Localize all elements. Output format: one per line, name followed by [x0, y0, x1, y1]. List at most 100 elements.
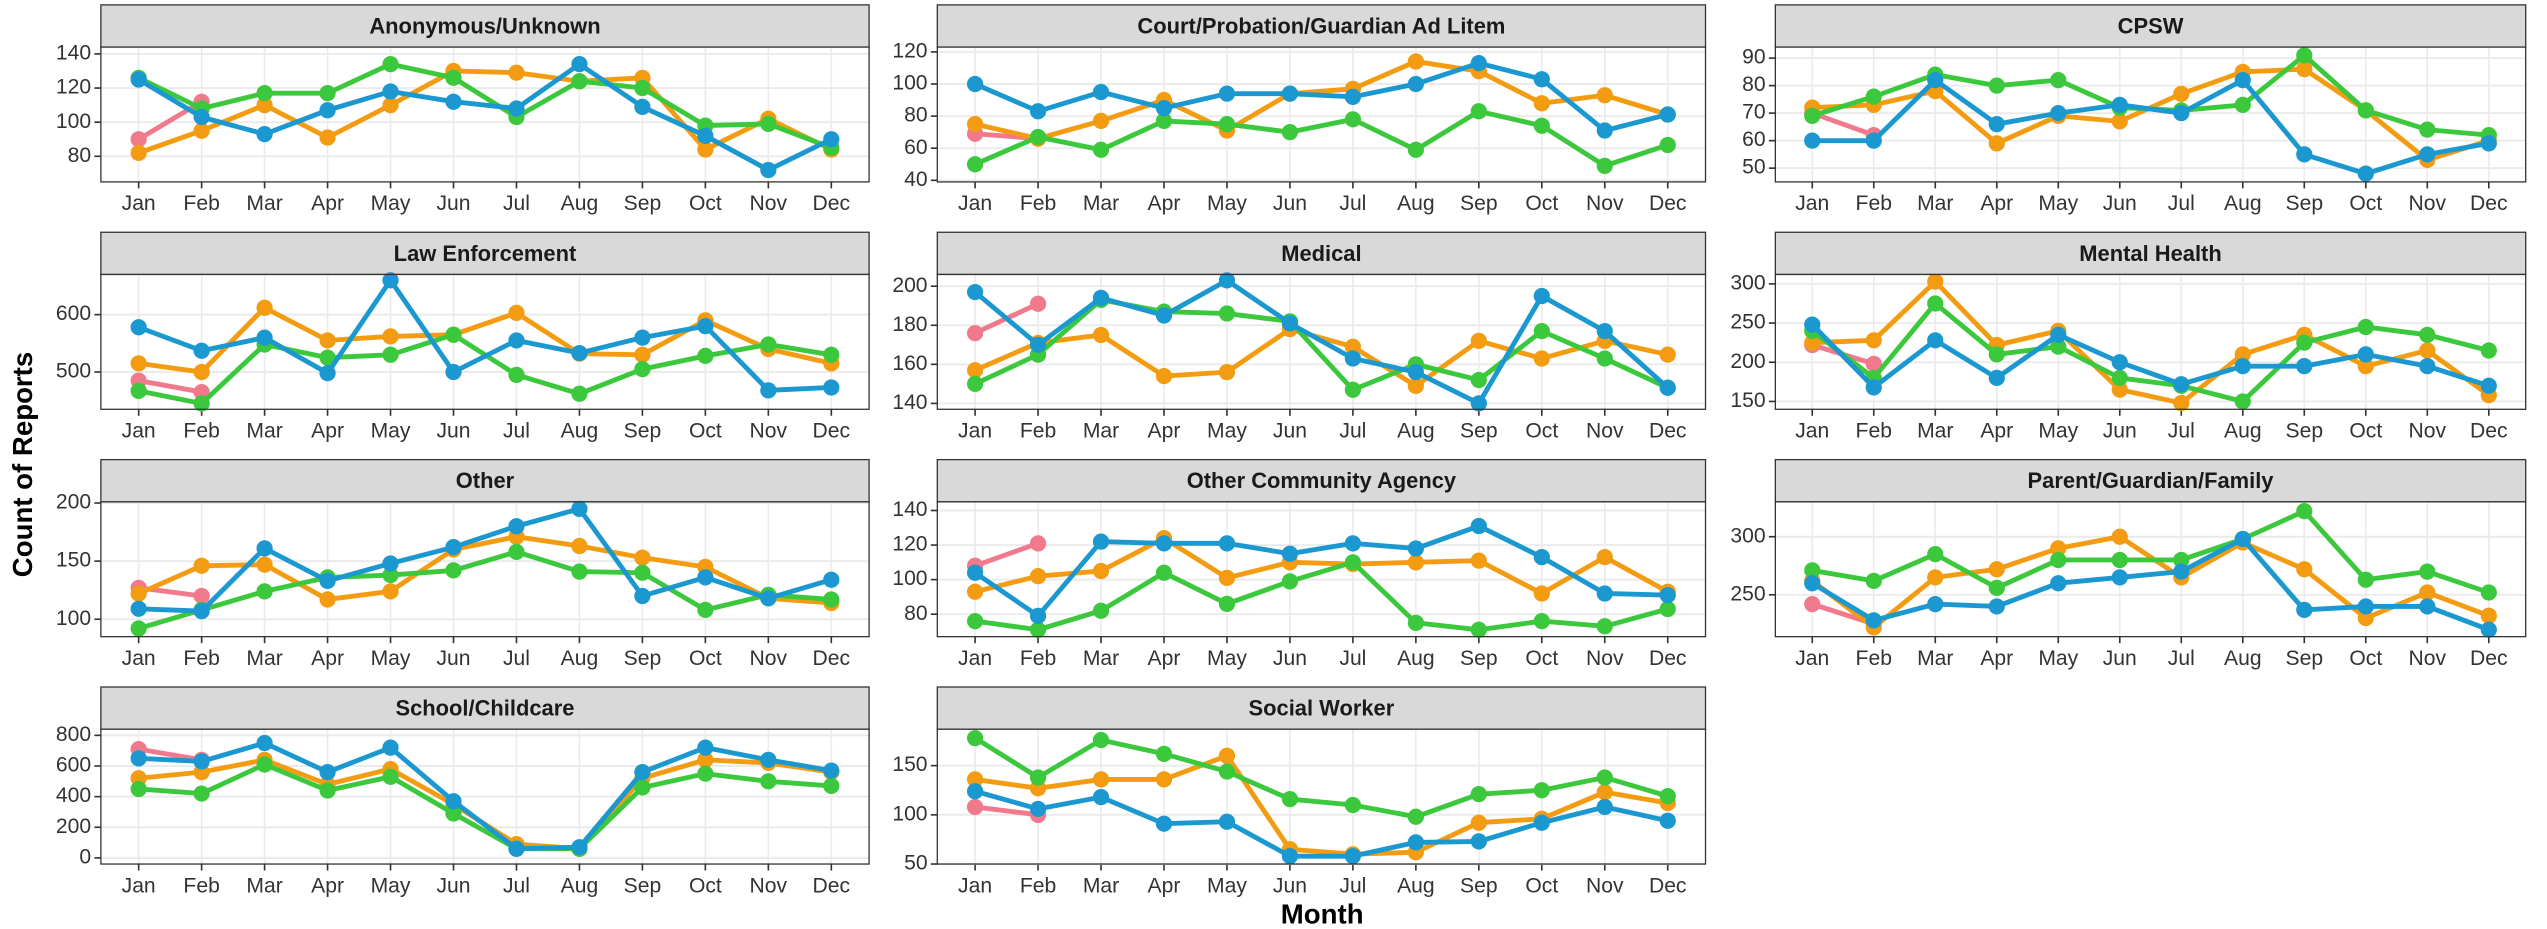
point [823, 591, 840, 608]
point [1988, 579, 2005, 596]
x-tick-label: Jan [958, 874, 992, 897]
point [1218, 364, 1236, 381]
point [256, 583, 273, 600]
point [966, 564, 984, 581]
y-tick-label: 100 [892, 567, 927, 590]
point [2357, 571, 2374, 588]
series-line [1810, 534, 2490, 631]
x-tick-label: Nov [2409, 647, 2447, 670]
point [2419, 121, 2436, 138]
x-tick-label: Aug [1397, 874, 1435, 897]
point [256, 299, 273, 316]
x-tick-label: May [2038, 192, 2078, 215]
x-tick-label: Dec [1649, 647, 1687, 670]
point [1804, 316, 1821, 333]
point [1596, 769, 1613, 786]
panel-title: Anonymous/Unknown [369, 13, 600, 38]
point [823, 379, 840, 396]
point [2050, 71, 2067, 89]
point [2480, 607, 2497, 624]
y-tick-label: 100 [56, 607, 91, 630]
point [1155, 745, 1173, 762]
point [1407, 808, 1424, 825]
point [697, 601, 714, 619]
point [1533, 782, 1550, 799]
y-tick-label: 140 [892, 391, 927, 414]
panel-border [1774, 46, 2527, 183]
series-line [974, 559, 1669, 633]
point [2357, 358, 2374, 375]
point [966, 324, 984, 342]
point [508, 543, 525, 560]
point [1344, 338, 1362, 355]
x-tick-label: Feb [183, 420, 219, 443]
point [1533, 549, 1550, 566]
point [319, 572, 336, 589]
x-tick-label: Sep [1460, 420, 1498, 443]
point [1029, 128, 1047, 146]
x-tick-label: Sep [624, 420, 662, 443]
panel-title: Other Community Agency [1187, 468, 1457, 493]
x-tick-label: Jun [2103, 192, 2137, 215]
point [2480, 135, 2497, 152]
point [1988, 346, 2005, 363]
point [760, 382, 777, 399]
point [382, 96, 399, 114]
y-tick-label: 120 [56, 76, 91, 99]
x-tick-label: Dec [813, 420, 851, 443]
point [1927, 273, 1944, 290]
x-tick-label: Jun [436, 420, 470, 443]
series-line [138, 740, 832, 852]
y-tick-label: 500 [56, 360, 91, 383]
point [1407, 377, 1424, 394]
point [697, 141, 714, 158]
x-tick-label: Apr [1148, 647, 1181, 670]
point [1029, 535, 1047, 552]
point [1029, 621, 1047, 638]
x-tick-label: Mar [1083, 874, 1119, 897]
point [1596, 585, 1613, 602]
point [1927, 295, 1944, 312]
series-line [974, 788, 1669, 859]
point [1407, 53, 1424, 70]
point [193, 785, 210, 802]
x-tick-label: Sep [1460, 192, 1498, 215]
point [445, 793, 462, 810]
panel-border [1774, 501, 2527, 638]
y-tick-label: 150 [892, 753, 927, 776]
point [1659, 587, 1676, 604]
y-tick-label: 50 [904, 852, 927, 875]
panel-border [100, 46, 870, 183]
point [445, 69, 462, 86]
point [256, 96, 273, 114]
point [1092, 83, 1110, 101]
point [1865, 88, 1882, 105]
point [2050, 326, 2067, 343]
point [1029, 769, 1047, 786]
point [1865, 379, 1882, 396]
x-tick-label: Oct [689, 192, 722, 215]
point [2234, 71, 2251, 89]
point [634, 564, 651, 581]
point [193, 363, 210, 381]
x-tick-label: Mar [246, 874, 282, 897]
point [1596, 784, 1613, 801]
x-tick-label: Sep [2286, 647, 2324, 670]
point [1281, 848, 1299, 865]
point [1470, 55, 1487, 72]
point [2111, 113, 2128, 130]
point [1092, 326, 1110, 344]
x-tick-label: Jan [122, 192, 156, 215]
point [1596, 549, 1613, 566]
point [697, 127, 714, 144]
point [1218, 85, 1236, 102]
point [508, 518, 525, 535]
point [1470, 552, 1487, 569]
point [1470, 395, 1487, 412]
point [571, 344, 588, 362]
x-tick-label: Dec [813, 192, 851, 215]
x-tick-label: Mar [246, 420, 282, 443]
point [2173, 85, 2190, 102]
series-line [973, 523, 1668, 620]
x-tick-label: Jun [1273, 420, 1307, 443]
